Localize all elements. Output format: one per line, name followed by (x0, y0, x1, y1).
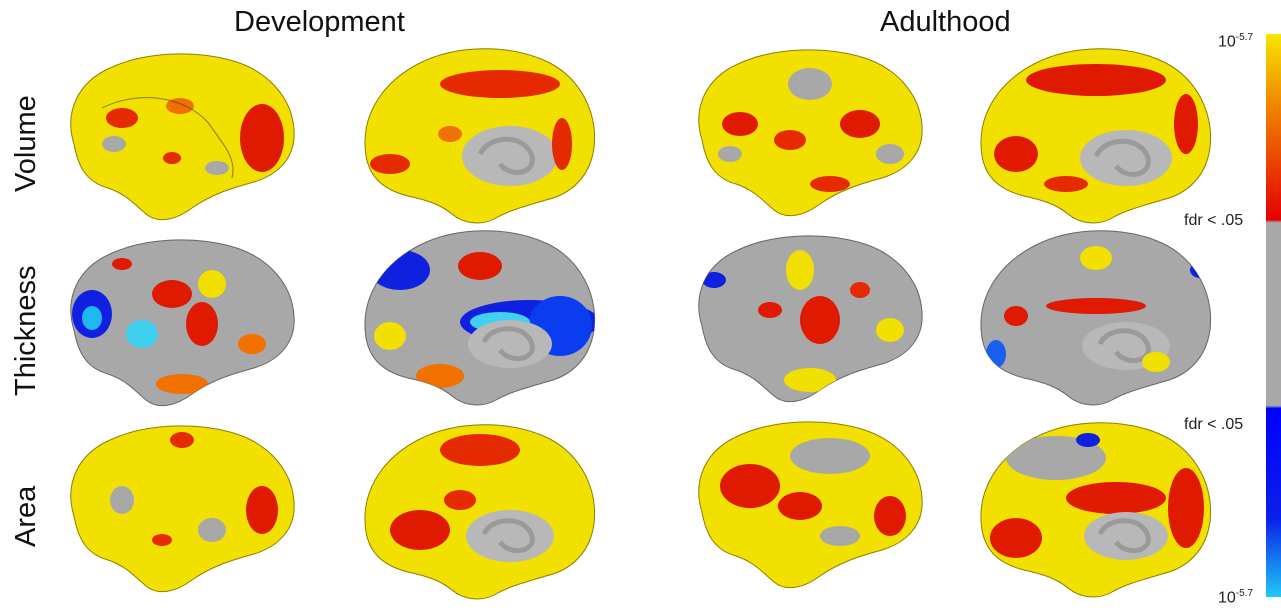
colorbar-upper-threshold-label: fdr < .05 (1184, 212, 1244, 229)
volume-row-label: Volume (10, 95, 42, 192)
colorbar-top-label: 10-5.7 (1218, 32, 1254, 51)
adulthood-area-medial (980, 422, 1212, 598)
adulthood-volume-lateral (698, 49, 923, 217)
thickness-row-label: Thickness (10, 265, 42, 396)
adulthood-area-lateral (698, 421, 923, 589)
area-row-label: Area (10, 485, 42, 547)
colorbar (1266, 34, 1281, 597)
development-volume-medial (364, 48, 596, 224)
development-area-medial (364, 424, 596, 600)
adulthood-column-title: Adulthood (880, 6, 1011, 38)
development-thickness-lateral (70, 239, 295, 407)
adulthood-volume-medial (980, 48, 1212, 224)
development-area-lateral (70, 425, 295, 593)
adulthood-thickness-lateral (698, 235, 923, 403)
colorbar-lower-threshold-label: fdr < .05 (1184, 416, 1244, 433)
colorbar-bottom-label: 10-5.7 (1218, 588, 1254, 607)
development-thickness-medial (364, 230, 596, 406)
development-column-title: Development (234, 6, 405, 38)
adulthood-thickness-medial (980, 230, 1212, 406)
development-volume-lateral (70, 53, 295, 221)
